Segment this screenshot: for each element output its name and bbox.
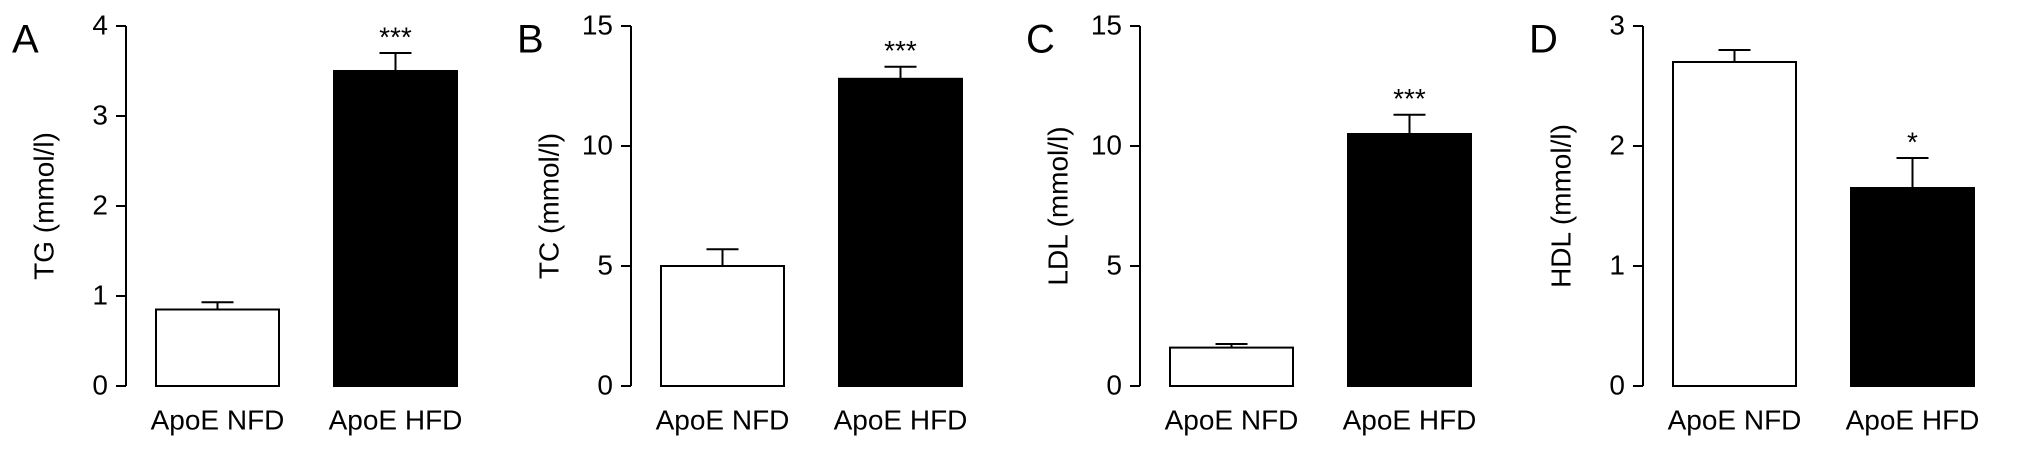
y-axis-label: HDL (mmol/l) xyxy=(1545,124,1576,288)
error-bar xyxy=(379,52,412,71)
panel: A TG (mmol/l) 0 1 2 3 4 ApoE NFD ApoE HFD *** xyxy=(12,9,462,435)
panel: B TC (mmol/l) 0 5 10 15 ApoE NFD ApoE HFD *** xyxy=(517,9,967,435)
x-tick-label: ApoE HFD xyxy=(329,404,463,435)
error-bar xyxy=(201,301,234,310)
error-bar xyxy=(1896,157,1929,188)
x-tick-label: ApoE HFD xyxy=(1343,404,1477,435)
x-tick-label: ApoE HFD xyxy=(1846,404,1980,435)
bar xyxy=(155,308,280,387)
y-tick-label: 15 xyxy=(1091,9,1122,40)
y-tick-label: 3 xyxy=(1609,9,1625,40)
bar xyxy=(838,77,963,388)
significance-label: * xyxy=(1907,126,1918,157)
bar xyxy=(333,70,458,387)
y-tick-label: 10 xyxy=(582,129,613,160)
error-bar xyxy=(884,65,917,79)
y-axis-label: TC (mmol/l) xyxy=(533,133,564,279)
x-tick-label: ApoE NFD xyxy=(1668,404,1802,435)
error-bar xyxy=(1393,113,1426,134)
y-tick-label: 5 xyxy=(597,249,613,280)
y-tick-label: 10 xyxy=(1091,129,1122,160)
error-bar xyxy=(706,248,739,266)
y-tick-label: 0 xyxy=(92,369,108,400)
panel-letter: A xyxy=(12,18,39,62)
significance-label: *** xyxy=(1393,83,1426,114)
bar xyxy=(1672,61,1797,387)
y-tick-label: 3 xyxy=(92,99,108,130)
panel-letter: C xyxy=(1026,18,1055,62)
panel: C LDL (mmol/l) 0 5 10 15 ApoE NFD ApoE HFD *** xyxy=(1026,9,1476,435)
y-axis-label: TG (mmol/l) xyxy=(28,132,59,280)
y-tick-label: 0 xyxy=(1609,369,1625,400)
y-tick-label: 2 xyxy=(1609,129,1625,160)
bar xyxy=(1169,346,1294,388)
y-tick-label: 15 xyxy=(582,9,613,40)
x-tick-label: ApoE NFD xyxy=(656,404,790,435)
significance-label: *** xyxy=(379,21,412,52)
significance-label: *** xyxy=(884,35,917,66)
x-tick-label: ApoE HFD xyxy=(834,404,968,435)
y-tick-label: 2 xyxy=(92,189,108,220)
y-tick-label: 1 xyxy=(1609,249,1625,280)
x-tick-label: ApoE NFD xyxy=(1165,404,1299,435)
y-tick-label: 5 xyxy=(1106,249,1122,280)
y-tick-label: 4 xyxy=(92,9,108,40)
panel-letter: B xyxy=(517,18,544,62)
y-axis-label: LDL (mmol/l) xyxy=(1042,126,1073,285)
panel-letter: D xyxy=(1529,18,1558,62)
bar xyxy=(660,265,785,387)
x-tick-label: ApoE NFD xyxy=(151,404,285,435)
panel: D HDL (mmol/l) 0 1 2 3 ApoE NFD ApoE HFD * xyxy=(1529,9,1979,435)
bar xyxy=(1347,133,1472,387)
y-tick-label: 1 xyxy=(92,279,108,310)
y-tick-label: 0 xyxy=(1106,369,1122,400)
y-tick-label: 0 xyxy=(597,369,613,400)
bar xyxy=(1850,187,1975,387)
error-bar xyxy=(1718,49,1751,62)
